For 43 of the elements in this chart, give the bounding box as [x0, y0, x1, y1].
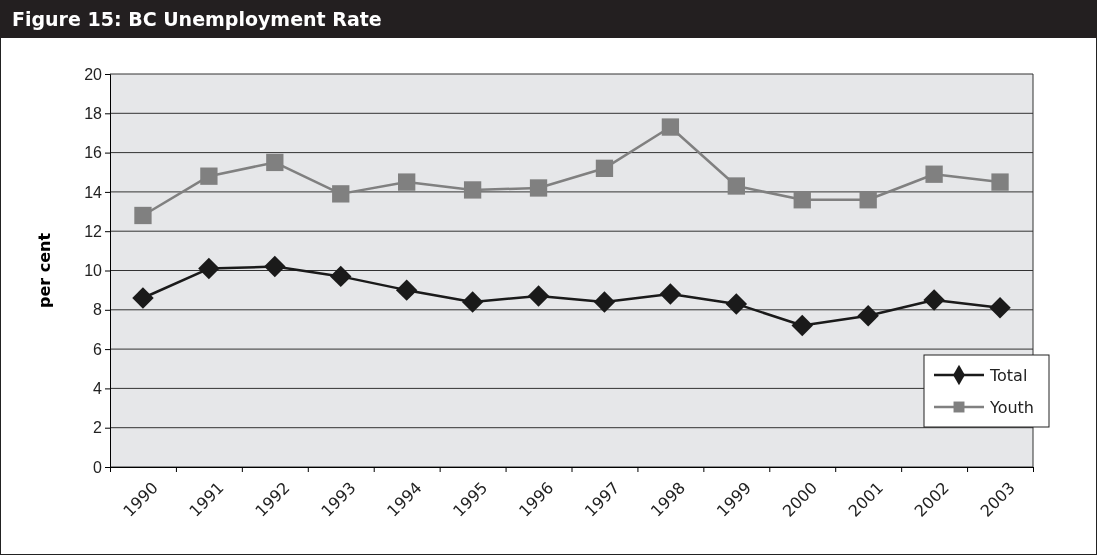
point	[398, 173, 416, 191]
point	[330, 265, 352, 288]
point	[793, 191, 811, 209]
y-tick-label: 18	[84, 104, 103, 122]
point	[134, 206, 152, 225]
y-tick-label: 14	[84, 183, 103, 201]
point	[332, 185, 350, 203]
point	[989, 297, 1011, 319]
y-axis-title: per cent	[35, 232, 54, 309]
y-tick-label: 20	[84, 65, 103, 83]
y-tick-label: 10	[84, 262, 103, 280]
point	[925, 165, 943, 183]
point	[595, 159, 614, 177]
y-tick-label: 2	[93, 419, 103, 437]
point	[529, 179, 548, 197]
point	[859, 191, 877, 209]
point	[593, 291, 616, 313]
y-tick-label: 6	[93, 340, 103, 358]
point	[791, 314, 813, 337]
point	[661, 118, 680, 136]
point	[198, 257, 220, 280]
point	[527, 285, 550, 307]
point	[132, 287, 154, 309]
y-tick-label: 8	[93, 301, 103, 319]
y-tick-label: 12	[84, 222, 103, 240]
point	[395, 279, 418, 301]
legend-label: Youth	[989, 397, 1034, 417]
point	[264, 255, 286, 278]
legend-label: Total	[989, 365, 1028, 385]
point	[725, 293, 748, 315]
y-tick-label: 0	[93, 458, 103, 476]
point	[923, 289, 945, 311]
y-tick-label: 4	[93, 380, 103, 398]
point	[727, 177, 745, 195]
chart-title: Figure 15: BC Unemployment Rate	[12, 8, 382, 30]
point	[200, 167, 218, 185]
y-tick-label: 16	[84, 144, 103, 162]
point	[857, 304, 879, 327]
point	[266, 153, 284, 172]
point	[659, 283, 682, 305]
point	[463, 181, 482, 199]
point	[991, 173, 1009, 191]
point	[461, 291, 484, 313]
